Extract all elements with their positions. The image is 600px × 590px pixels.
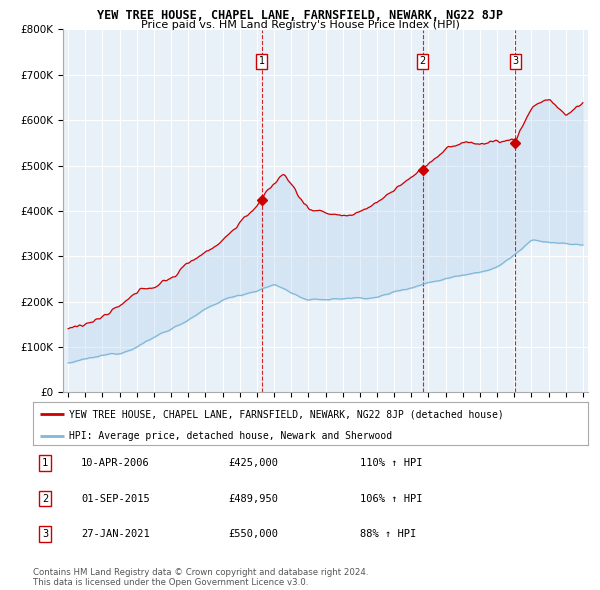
Text: 27-JAN-2021: 27-JAN-2021 [81, 529, 150, 539]
Text: 3: 3 [42, 529, 48, 539]
Text: 10-APR-2006: 10-APR-2006 [81, 458, 150, 468]
Text: 106% ↑ HPI: 106% ↑ HPI [360, 494, 422, 503]
Text: 110% ↑ HPI: 110% ↑ HPI [360, 458, 422, 468]
Text: HPI: Average price, detached house, Newark and Sherwood: HPI: Average price, detached house, Newa… [69, 431, 392, 441]
Text: YEW TREE HOUSE, CHAPEL LANE, FARNSFIELD, NEWARK, NG22 8JP (detached house): YEW TREE HOUSE, CHAPEL LANE, FARNSFIELD,… [69, 409, 504, 419]
Text: 88% ↑ HPI: 88% ↑ HPI [360, 529, 416, 539]
Text: 1: 1 [259, 56, 265, 66]
Text: YEW TREE HOUSE, CHAPEL LANE, FARNSFIELD, NEWARK, NG22 8JP: YEW TREE HOUSE, CHAPEL LANE, FARNSFIELD,… [97, 9, 503, 22]
Text: 2: 2 [419, 56, 426, 66]
Text: £550,000: £550,000 [228, 529, 278, 539]
Text: 3: 3 [512, 56, 518, 66]
Text: 2: 2 [42, 494, 48, 503]
Text: Price paid vs. HM Land Registry's House Price Index (HPI): Price paid vs. HM Land Registry's House … [140, 20, 460, 30]
Text: Contains HM Land Registry data © Crown copyright and database right 2024.
This d: Contains HM Land Registry data © Crown c… [33, 568, 368, 587]
Text: 1: 1 [42, 458, 48, 468]
Text: 01-SEP-2015: 01-SEP-2015 [81, 494, 150, 503]
Text: £489,950: £489,950 [228, 494, 278, 503]
Text: £425,000: £425,000 [228, 458, 278, 468]
